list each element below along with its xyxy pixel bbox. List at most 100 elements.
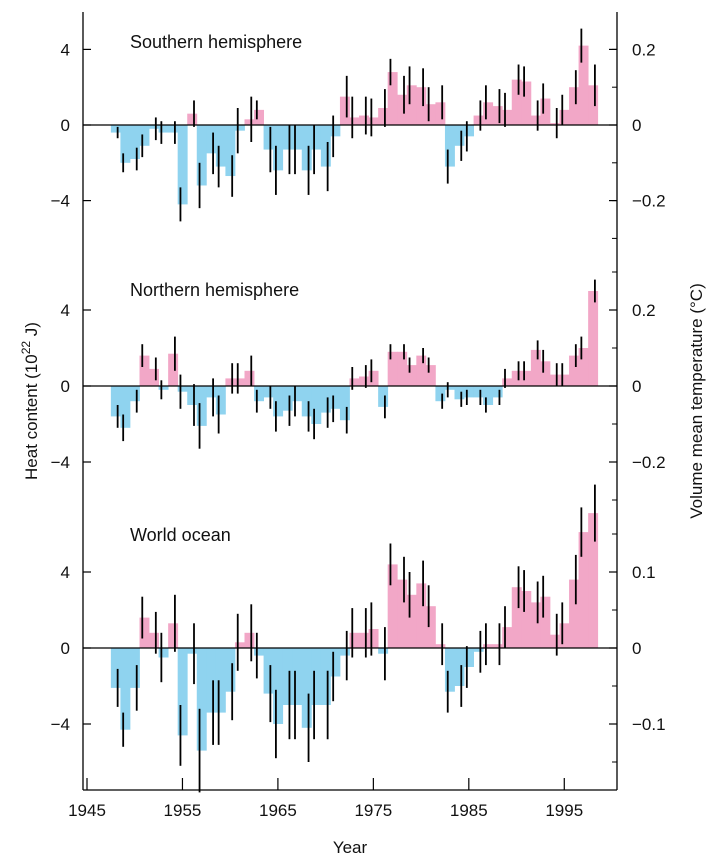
bar-1959	[215, 648, 226, 713]
bar-1968	[301, 386, 312, 417]
bar-1978	[397, 351, 408, 386]
bar-1979	[406, 594, 417, 648]
bar-1978	[397, 579, 408, 648]
bar-1984	[454, 125, 465, 146]
bar-1987	[483, 102, 494, 125]
bar-1985	[464, 125, 474, 137]
left-tick-label: 0	[61, 639, 70, 658]
bar-1975	[368, 629, 379, 648]
bar-1967	[292, 648, 303, 705]
bar-1959	[215, 125, 226, 167]
bar-1972	[339, 96, 350, 125]
right-tick-label: 0.2	[632, 301, 656, 320]
bar-1983	[444, 125, 455, 167]
right-tick-label: −0.1	[632, 715, 666, 734]
bar-1955	[177, 648, 188, 736]
bar-1993	[540, 98, 551, 125]
bar-1972	[339, 386, 350, 421]
bar-1995	[559, 109, 570, 125]
bar-1967	[292, 386, 303, 402]
left-tick-label: 4	[61, 563, 70, 582]
bar-1950	[129, 125, 140, 160]
x-tick-label: 1975	[354, 801, 392, 820]
bar-1981	[425, 365, 436, 386]
bar-1992	[530, 602, 541, 648]
bar-1962	[244, 370, 255, 386]
bar-1994	[549, 634, 560, 648]
x-axis-title: Year	[333, 838, 368, 857]
right-tick-label: 0.2	[632, 40, 656, 59]
bar-1986	[473, 115, 484, 125]
bar-1991	[521, 370, 532, 386]
bar-1970	[320, 125, 331, 167]
bar-1962	[244, 632, 255, 648]
left-y-axis-title: Heat content (1022 J)	[19, 322, 41, 480]
bar-1974	[359, 115, 369, 125]
bar-1956	[187, 648, 198, 654]
bar-1975	[368, 370, 379, 386]
bar-1954	[168, 623, 179, 648]
bar-1995	[559, 374, 570, 386]
bar-1963	[254, 386, 264, 402]
bar-1949	[120, 648, 131, 730]
bar-1953	[158, 125, 169, 133]
bar-1988	[492, 386, 503, 398]
bar-1972	[339, 648, 350, 656]
bar-1997	[578, 532, 589, 648]
bar-1996	[569, 87, 579, 125]
bar-1980	[416, 583, 427, 648]
bar-1993	[540, 596, 551, 648]
bar-1988	[492, 106, 503, 125]
bar-1956	[187, 386, 198, 405]
right-y-axis-title: Volume mean temperature (°C)	[687, 283, 706, 518]
bar-1952	[149, 368, 159, 386]
bar-1983	[444, 386, 455, 390]
bar-1971	[330, 386, 341, 409]
bar-1984	[454, 386, 465, 400]
bar-1956	[187, 113, 198, 125]
x-tick-label: 1995	[545, 801, 583, 820]
bar-1986	[473, 648, 484, 652]
bar-1960	[225, 648, 236, 692]
bar-1951	[139, 125, 150, 146]
bar-1985	[464, 648, 474, 667]
southern-hemisphere-panel: Southern hemisphere 4 0 −4 0.2 0 −0.2	[51, 28, 666, 239]
bar-1976	[378, 648, 389, 654]
left-tick-label: 4	[61, 40, 70, 59]
bar-1952	[149, 632, 159, 648]
bar-1992	[530, 349, 541, 386]
bar-1958	[206, 125, 217, 154]
right-tick-label: −0.2	[632, 192, 666, 211]
bar-1961	[234, 378, 245, 386]
bar-1963	[254, 109, 264, 125]
bar-1974	[359, 376, 369, 386]
bar-1959	[215, 386, 226, 415]
bar-1961	[234, 642, 245, 648]
bar-1989	[502, 109, 513, 125]
bar-1996	[569, 579, 579, 648]
bar-1968	[301, 125, 312, 171]
bar-1969	[311, 648, 322, 705]
bar-1954	[168, 125, 179, 133]
bar-1989	[502, 627, 513, 648]
x-axis-ticks: 1945 1955 1965 1975 1985 1995	[68, 778, 617, 820]
bar-1966	[282, 125, 293, 150]
bar-1951	[139, 617, 150, 648]
bar-1983	[444, 648, 455, 692]
bar-1971	[330, 648, 341, 677]
bar-1976	[378, 386, 389, 407]
panel-title-world-ocean: World ocean	[130, 525, 231, 545]
left-tick-label: 4	[61, 301, 70, 320]
left-tick-label: 0	[61, 116, 70, 135]
bar-1960	[225, 378, 236, 386]
bar-1980	[416, 355, 427, 386]
bar-1997	[578, 45, 589, 126]
bar-1962	[244, 119, 255, 125]
bar-1994	[549, 123, 560, 125]
left-tick-label: −4	[51, 192, 70, 211]
bar-1948	[110, 648, 121, 688]
bar-1988	[492, 644, 503, 648]
bar-1964	[263, 648, 274, 694]
left-tick-label: −4	[51, 715, 70, 734]
bar-1973	[349, 117, 360, 125]
